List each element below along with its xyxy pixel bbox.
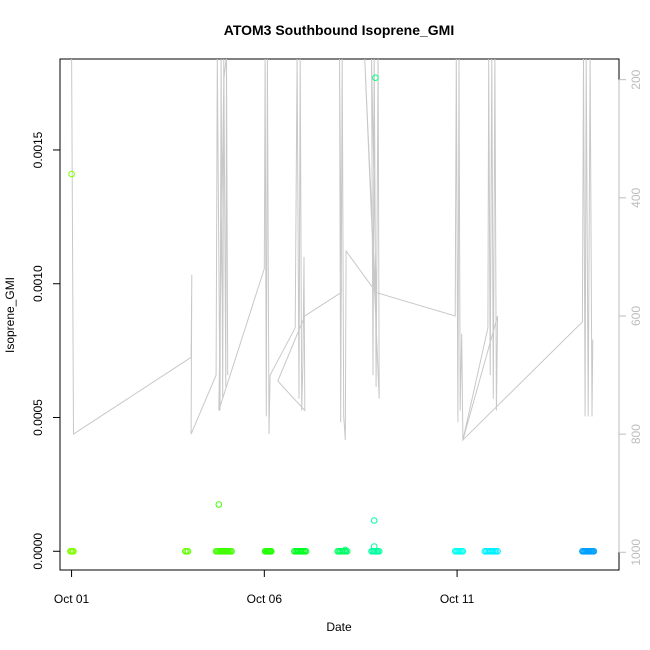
x-tick-label: Oct 06	[247, 592, 283, 606]
secondary-y-tick-label: 1000	[629, 539, 643, 566]
data-point	[590, 548, 598, 555]
x-tick-label: Oct 11	[440, 592, 475, 606]
x-axis: Oct 01 Oct 06 Oct 11	[54, 569, 475, 606]
x-tick-label: Oct 01	[54, 592, 90, 606]
secondary-y-tick-label: 600	[629, 306, 643, 326]
altitude-series	[71, 59, 594, 442]
data-point	[370, 543, 378, 550]
data-point	[268, 548, 275, 555]
secondary-y-tick-label: 200	[629, 69, 643, 89]
data-point	[70, 548, 77, 555]
y-axis-label: Isoprene_GMI	[3, 277, 17, 353]
data-point	[302, 548, 310, 555]
data-point	[459, 548, 467, 555]
data-point	[68, 170, 75, 178]
data-point	[372, 74, 379, 81]
y-axis: 0.0000 0.0005 0.0010 0.0015	[31, 131, 61, 570]
y-tick-label: 0.0005	[31, 399, 45, 436]
y-tick-label: 0.0010	[31, 265, 45, 302]
data-point	[215, 501, 223, 508]
secondary-y-axis: 200 400 600 800 1000	[618, 69, 643, 566]
secondary-y-tick-label: 800	[629, 424, 643, 444]
chart-title: ATOM3 Southbound Isoprene_GMI	[224, 22, 454, 38]
isoprene-series	[67, 74, 598, 555]
y-tick-label: 0.0015	[31, 131, 45, 168]
altitude-line	[71, 59, 594, 442]
data-point	[342, 546, 349, 554]
data-point	[184, 548, 192, 555]
data-point	[228, 548, 235, 555]
secondary-y-tick-label: 400	[629, 187, 643, 207]
data-point	[343, 548, 351, 555]
data-point	[494, 548, 501, 555]
data-point	[370, 517, 378, 524]
x-axis-label: Date	[326, 620, 352, 634]
data-point	[375, 548, 383, 555]
y-tick-label: 0.0000	[31, 533, 45, 570]
